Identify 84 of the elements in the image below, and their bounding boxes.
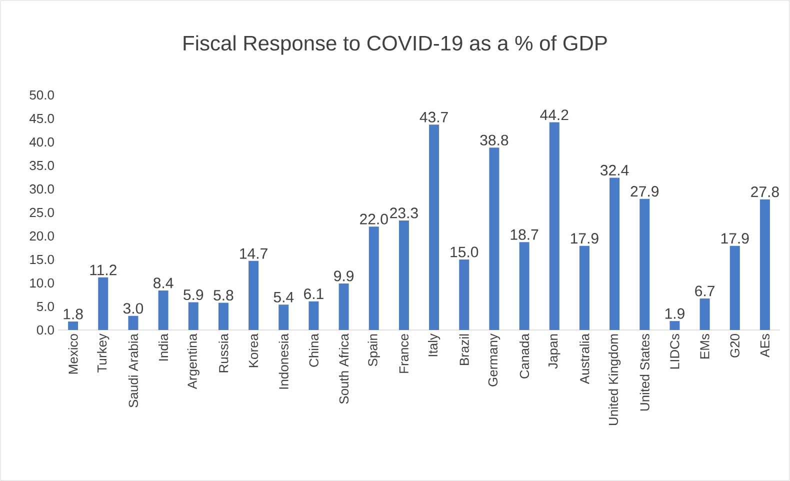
data-label: 5.4: [274, 292, 294, 302]
bar: [248, 260, 259, 330]
data-label: 11.2: [90, 264, 116, 276]
bar: [128, 316, 138, 330]
bar: [549, 122, 560, 330]
data-label: 38.8: [480, 134, 508, 146]
x-tick-label: United States: [640, 334, 650, 411]
x-tick-label: AEs: [760, 334, 770, 358]
data-label: 14.7: [240, 248, 268, 259]
x-tick-label: Italy: [428, 334, 440, 356]
data-label: 9.9: [334, 270, 354, 282]
y-tick-label: 50.0: [30, 90, 54, 100]
y-tick-label: 5.0: [36, 302, 54, 312]
bar: [98, 277, 108, 330]
bar: [640, 198, 650, 330]
x-tick-label: Korea: [249, 334, 258, 368]
bar: [519, 242, 530, 330]
data-label: 23.3: [390, 208, 418, 218]
bar: [218, 302, 228, 330]
data-label: 44.2: [540, 110, 568, 120]
data-label: 17.9: [571, 233, 598, 244]
bar: [188, 302, 198, 330]
bar: [308, 301, 319, 330]
y-tick-label: 15.0: [30, 254, 54, 264]
bar: [68, 322, 78, 330]
bar: [368, 226, 379, 330]
y-tick-label: 45.0: [29, 114, 54, 124]
data-label: 32.4: [600, 164, 629, 176]
y-tick-label: 0.0: [36, 325, 54, 335]
x-tick-label: Germany: [488, 334, 500, 386]
y-tick-label: 20.0: [30, 231, 54, 241]
y-tick-label: 25.0: [30, 208, 54, 218]
data-label: 27.9: [630, 186, 658, 197]
x-tick-label: South Africa: [339, 334, 349, 404]
x-tick-label: Australia: [580, 334, 590, 384]
data-label: 5.9: [184, 289, 204, 300]
x-tick-label: Turkey: [97, 334, 110, 372]
bar: [398, 220, 409, 330]
x-tick-label: Russia: [218, 334, 228, 372]
bar: [610, 178, 620, 330]
data-label: 15.0: [450, 246, 478, 258]
x-tick-label: Indonesia: [278, 334, 288, 389]
data-label: 6.7: [695, 286, 714, 296]
data-label: 5.8: [214, 290, 234, 301]
data-label: 18.7: [510, 229, 538, 240]
x-tick-label: Spain: [368, 334, 380, 366]
chart-title: Fiscal Response to COVID-19 as a % of GDP: [184, 35, 607, 55]
data-label: 8.4: [154, 278, 174, 288]
x-tick-label: Brazil: [459, 334, 469, 365]
x-tick-label: LIDCs: [670, 334, 680, 369]
data-label: 1.8: [64, 308, 83, 320]
x-tick-label: Japan: [548, 334, 560, 369]
x-tick-label: Canada: [520, 334, 530, 378]
x-tick-label: India: [158, 334, 168, 360]
x-tick-label: Argentina: [187, 334, 200, 390]
bar: [700, 298, 710, 330]
data-label: 6.1: [304, 288, 324, 300]
x-tick-label: France: [399, 334, 408, 373]
bar: [278, 304, 289, 330]
bar: [489, 148, 500, 330]
x-tick-label: Mexico: [68, 334, 78, 374]
data-label: 27.8: [751, 186, 779, 198]
bar: [730, 246, 740, 330]
bar: [760, 199, 770, 330]
bar: [338, 283, 349, 330]
data-label: 3.0: [123, 303, 144, 314]
x-tick-label: Saudi Arabia: [128, 334, 138, 408]
x-tick-label: G20: [730, 334, 740, 358]
data-label: 17.9: [721, 233, 749, 244]
x-tick-label: United Kingdom: [608, 334, 621, 426]
y-tick-label: 40.0: [29, 137, 54, 147]
data-label: 22.0: [360, 214, 388, 224]
y-tick-label: 35.0: [30, 160, 54, 170]
bar: [459, 259, 470, 330]
bar: [158, 290, 168, 330]
x-tick-label: EMs: [700, 334, 710, 358]
bar: [579, 246, 590, 330]
data-label: 43.7: [420, 112, 448, 122]
bar: [429, 124, 440, 330]
y-tick-label: 30.0: [30, 184, 54, 194]
y-tick-label: 10.0: [30, 278, 54, 288]
x-tick-label: China: [308, 334, 318, 367]
data-label: 1.9: [665, 308, 684, 319]
bar: [670, 321, 680, 330]
